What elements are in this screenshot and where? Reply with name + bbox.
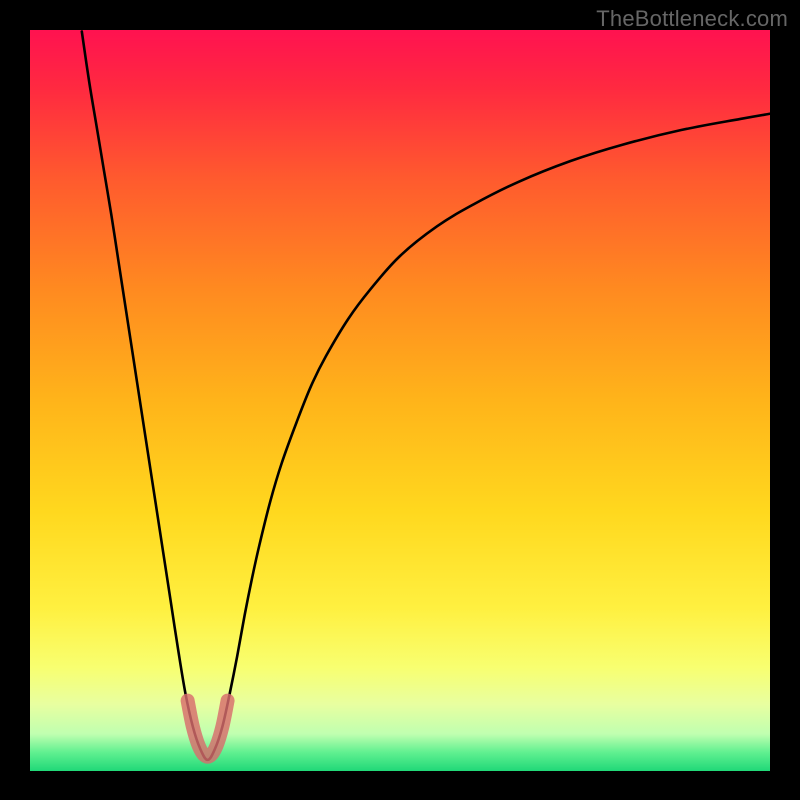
bottleneck-chart <box>0 0 800 800</box>
chart-svg <box>0 0 800 800</box>
watermark-text: TheBottleneck.com <box>596 6 788 32</box>
